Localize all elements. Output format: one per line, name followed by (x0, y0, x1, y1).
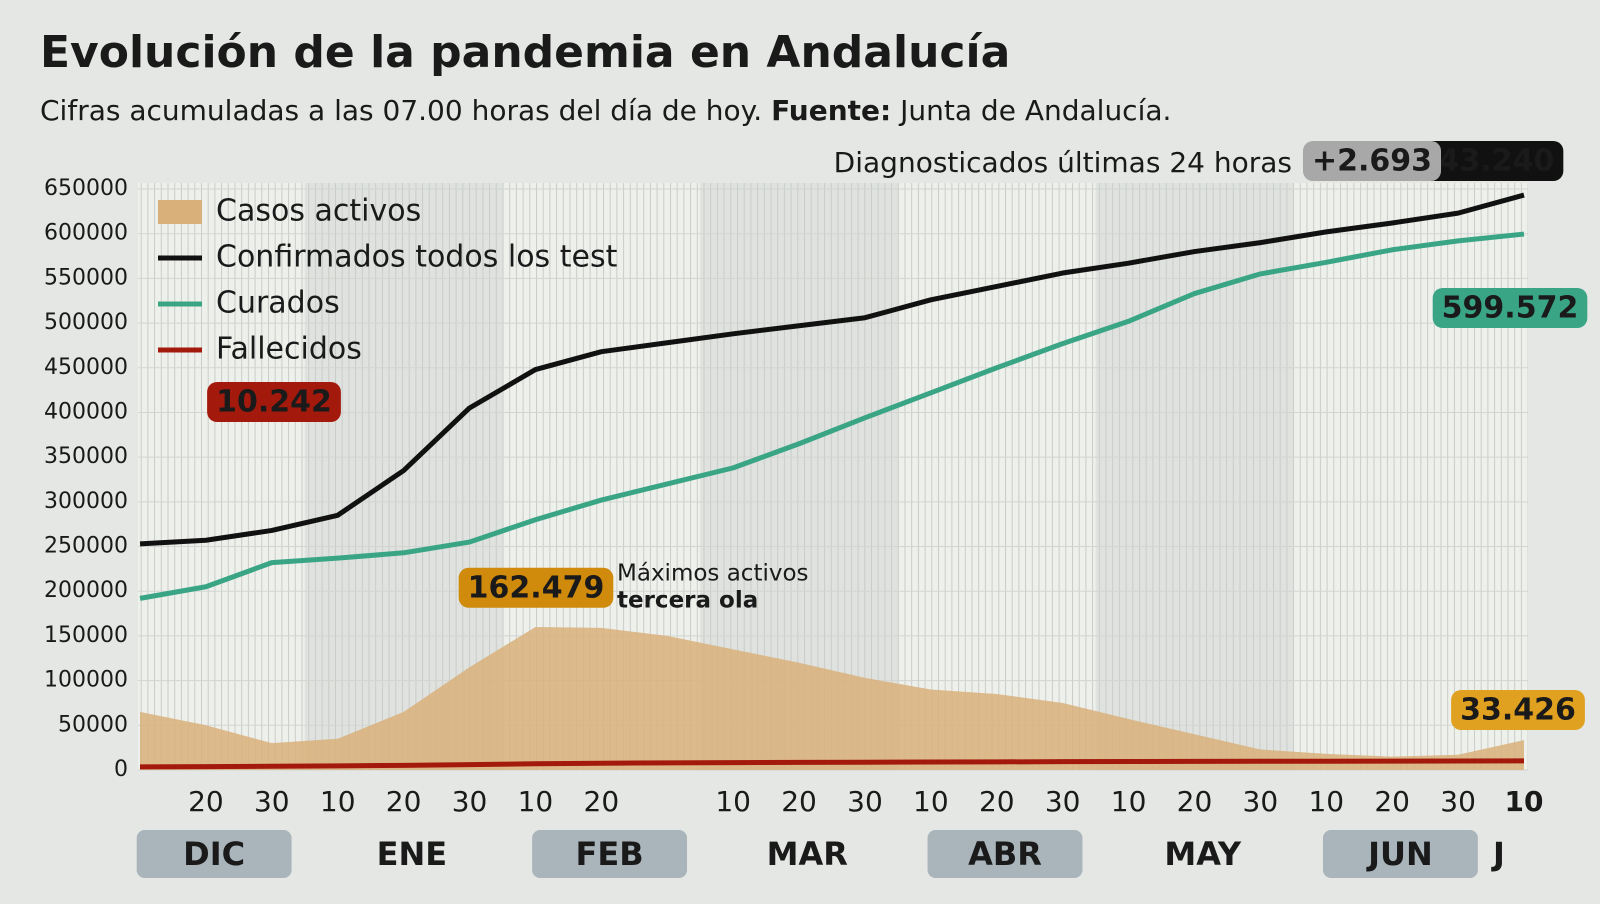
value-label: 33.426 (1460, 693, 1576, 728)
x-tick-label: 10 (518, 785, 554, 818)
line (139, 192, 1525, 547)
x-tick-label: 30 (254, 785, 290, 818)
month-label: MAR (767, 835, 848, 873)
legend-label: Curados (216, 286, 340, 321)
line (139, 231, 1525, 601)
y-tick-label: 250000 (44, 534, 128, 559)
line (139, 758, 1525, 770)
month-label: J (1491, 835, 1505, 873)
peak-text: Máximos activos (617, 560, 809, 586)
month-label: DIC (183, 835, 245, 873)
x-tick-label: 10 (320, 785, 356, 818)
y-tick-label: 400000 (44, 399, 128, 424)
y-tick-label: 100000 (44, 668, 128, 693)
source-label: Fuente: (771, 94, 891, 127)
value-label: 10.242 (216, 385, 332, 420)
area (140, 626, 1524, 770)
value-label-box (1451, 690, 1585, 730)
legend-label: Casos activos (216, 194, 421, 229)
month-label: JUN (1366, 835, 1433, 873)
value-label-box (207, 382, 341, 422)
value-label-box (1432, 288, 1588, 328)
y-tick-label: 550000 (44, 265, 128, 290)
month-label: ABR (968, 835, 1042, 873)
y-tick-label: 50000 (58, 712, 128, 737)
daily-new-label: Diagnosticados últimas 24 horas (834, 146, 1292, 179)
peak-label: 162.479 (468, 570, 605, 605)
x-tick-label: 20 (979, 785, 1015, 818)
legend-swatch (158, 200, 202, 224)
y-tick-label: 150000 (44, 623, 128, 648)
legend-label: Confirmados todos los test (216, 240, 618, 275)
x-tick-label: 10 (715, 785, 751, 818)
month-label: FEB (576, 835, 644, 873)
x-tick-label: 10 (1308, 785, 1344, 818)
chart-title: Evolución de la pandemia en Andalucía (40, 27, 1010, 78)
x-tick-label: 10 (913, 785, 949, 818)
daily-new: +2.693 (1312, 144, 1432, 179)
y-tick-label: 650000 (44, 176, 128, 201)
x-tick-label: 20 (1374, 785, 1410, 818)
month-box (927, 830, 1083, 878)
x-tick-label: 20 (386, 785, 422, 818)
y-tick-label: 500000 (44, 310, 128, 335)
month-label: MAY (1164, 835, 1242, 873)
y-tick-label: 0 (114, 757, 128, 782)
value-label: 599.572 (1442, 291, 1579, 326)
y-tick-label: 300000 (44, 489, 128, 514)
y-tick-label: 450000 (44, 355, 128, 380)
x-tick-label: 30 (1243, 785, 1279, 818)
month-box (532, 830, 688, 878)
peak-label-box (458, 567, 614, 608)
month-label: ENE (377, 835, 448, 873)
x-tick-label: 30 (847, 785, 883, 818)
value-label-box (1408, 141, 1564, 181)
legend-label: Fallecidos (216, 332, 362, 367)
subtitle: Cifras acumuladas a las 07.00 horas del … (40, 94, 1171, 127)
x-tick-label: 20 (781, 785, 817, 818)
x-tick-label: 10 (1505, 785, 1544, 818)
month-box (136, 830, 292, 878)
x-tick-label: 20 (584, 785, 620, 818)
x-tick-label: 20 (1177, 785, 1213, 818)
x-tick-label: 20 (188, 785, 224, 818)
y-tick-label: 600000 (44, 221, 128, 246)
y-tick-label: 350000 (44, 444, 128, 469)
y-tick-label: 200000 (44, 578, 128, 603)
x-tick-label: 30 (452, 785, 488, 818)
source: Junta de Andalucía. (898, 94, 1171, 127)
x-tick-label: 10 (1111, 785, 1147, 818)
subtitle-text: Cifras acumuladas a las 07.00 horas del … (40, 94, 762, 127)
x-tick-label: 30 (1045, 785, 1081, 818)
peak-text-bold: tercera ola (617, 587, 758, 613)
daily-new-box (1302, 141, 1442, 181)
x-tick-label: 30 (1440, 785, 1476, 818)
month-box (1322, 830, 1478, 878)
